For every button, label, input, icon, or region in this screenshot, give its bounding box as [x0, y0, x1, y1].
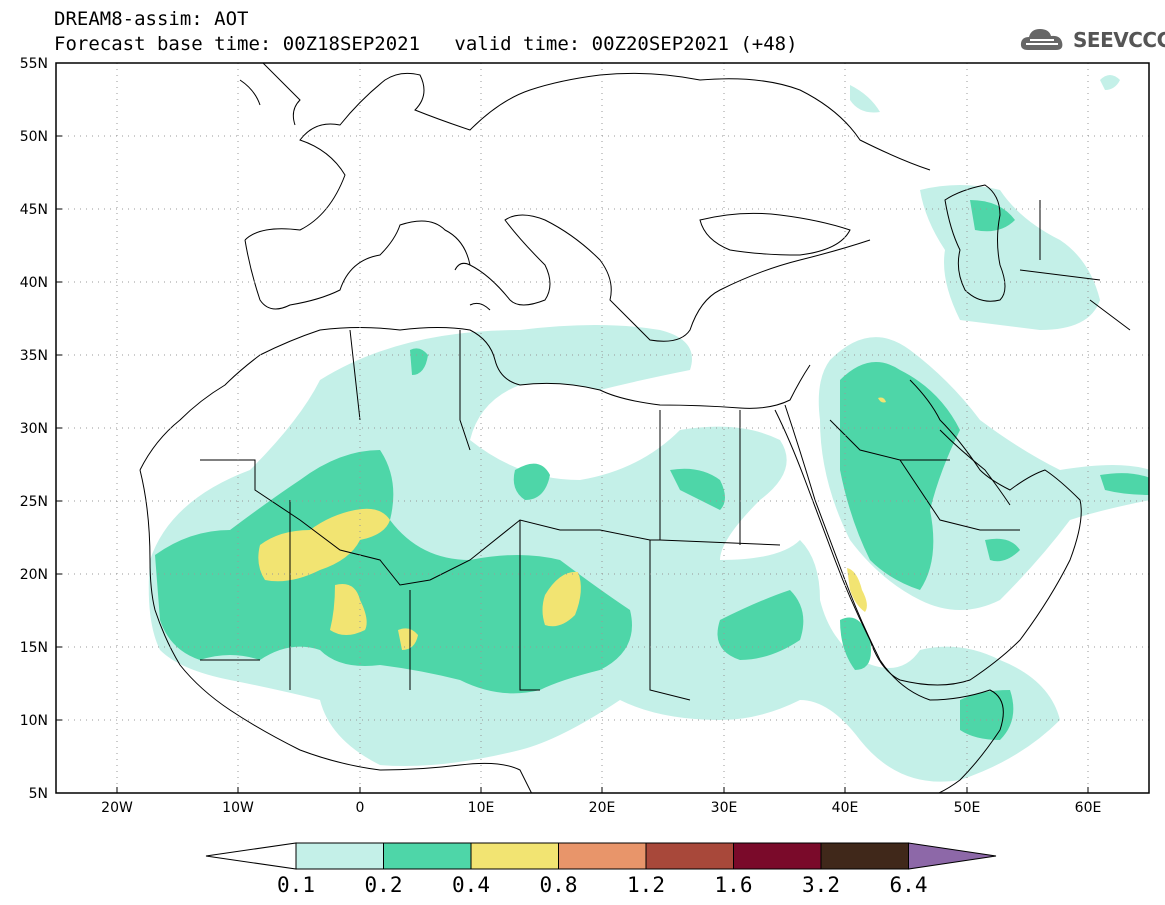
colorbar-label: 0.8 [540, 873, 578, 897]
lon-label: 10W [222, 800, 254, 816]
tick-marks [56, 62, 1089, 793]
colorbar-label: 0.4 [452, 873, 490, 897]
latitude-labels: 55N 50N 45N 40N 35N 30N 25N 20N 15N 10N … [20, 56, 48, 802]
lat-label: 15N [20, 640, 48, 656]
colorbar-box [558, 842, 647, 870]
lat-label: 30N [20, 421, 48, 437]
lon-label: 60E [1075, 800, 1102, 816]
colorbar-low-arrow [205, 842, 297, 870]
colorbar-box [470, 842, 559, 870]
longitude-labels: 20W 10W 0 10E 20E 30E 40E 50E 60E [101, 800, 1101, 816]
colorbar-box [295, 842, 384, 870]
valid-time-label: valid time: 00Z20SEP2021 (+48) [454, 33, 798, 55]
colorbar-box [645, 842, 734, 870]
lat-label: 40N [20, 275, 48, 291]
base-time-label: Forecast base time: 00Z18SEP2021 [54, 33, 421, 55]
aot-shading [148, 75, 1149, 782]
colorbar-box [383, 842, 472, 870]
colorbar-label: 1.6 [715, 873, 753, 897]
colorbar-label: 3.2 [802, 873, 840, 897]
colorbar-box [733, 842, 822, 870]
colorbar-label: 6.4 [890, 873, 928, 897]
lon-label: 30E [711, 800, 738, 816]
lat-label: 25N [20, 494, 48, 510]
lat-label: 10N [20, 713, 48, 729]
lat-label: 35N [20, 348, 48, 364]
lat-label: 45N [20, 202, 48, 218]
colorbar [205, 842, 997, 870]
map-title: DREAM8-assim: AOT [54, 8, 249, 30]
lon-label: 0 [356, 800, 365, 816]
seevccc-logo: SEEVCCC [1018, 24, 1165, 56]
lat-label: 55N [20, 56, 48, 72]
lon-label: 20W [101, 800, 133, 816]
lon-label: 20E [589, 800, 616, 816]
colorbar-label: 0.1 [277, 873, 315, 897]
colorbar-box [820, 842, 909, 870]
lat-label: 50N [20, 129, 48, 145]
colorbar-high-arrow [908, 842, 997, 870]
forecast-times: Forecast base time: 00Z18SEP2021 valid t… [54, 33, 798, 55]
logo-text: SEEVCCC [1073, 28, 1165, 52]
colorbar-label: 0.2 [365, 873, 403, 897]
colorbar-labels: 0.1 0.2 0.4 0.8 1.2 1.6 3.2 6.4 [277, 873, 927, 897]
colorbar-label: 1.2 [627, 873, 665, 897]
lon-label: 40E [832, 800, 859, 816]
gridlines [56, 63, 1149, 793]
lat-label: 20N [20, 567, 48, 583]
lat-label: 5N [29, 786, 48, 802]
lon-label: 10E [468, 800, 495, 816]
coastlines-borders [139, 63, 1131, 793]
lon-label: 50E [954, 800, 981, 816]
cloud-logo-icon [1020, 29, 1063, 50]
